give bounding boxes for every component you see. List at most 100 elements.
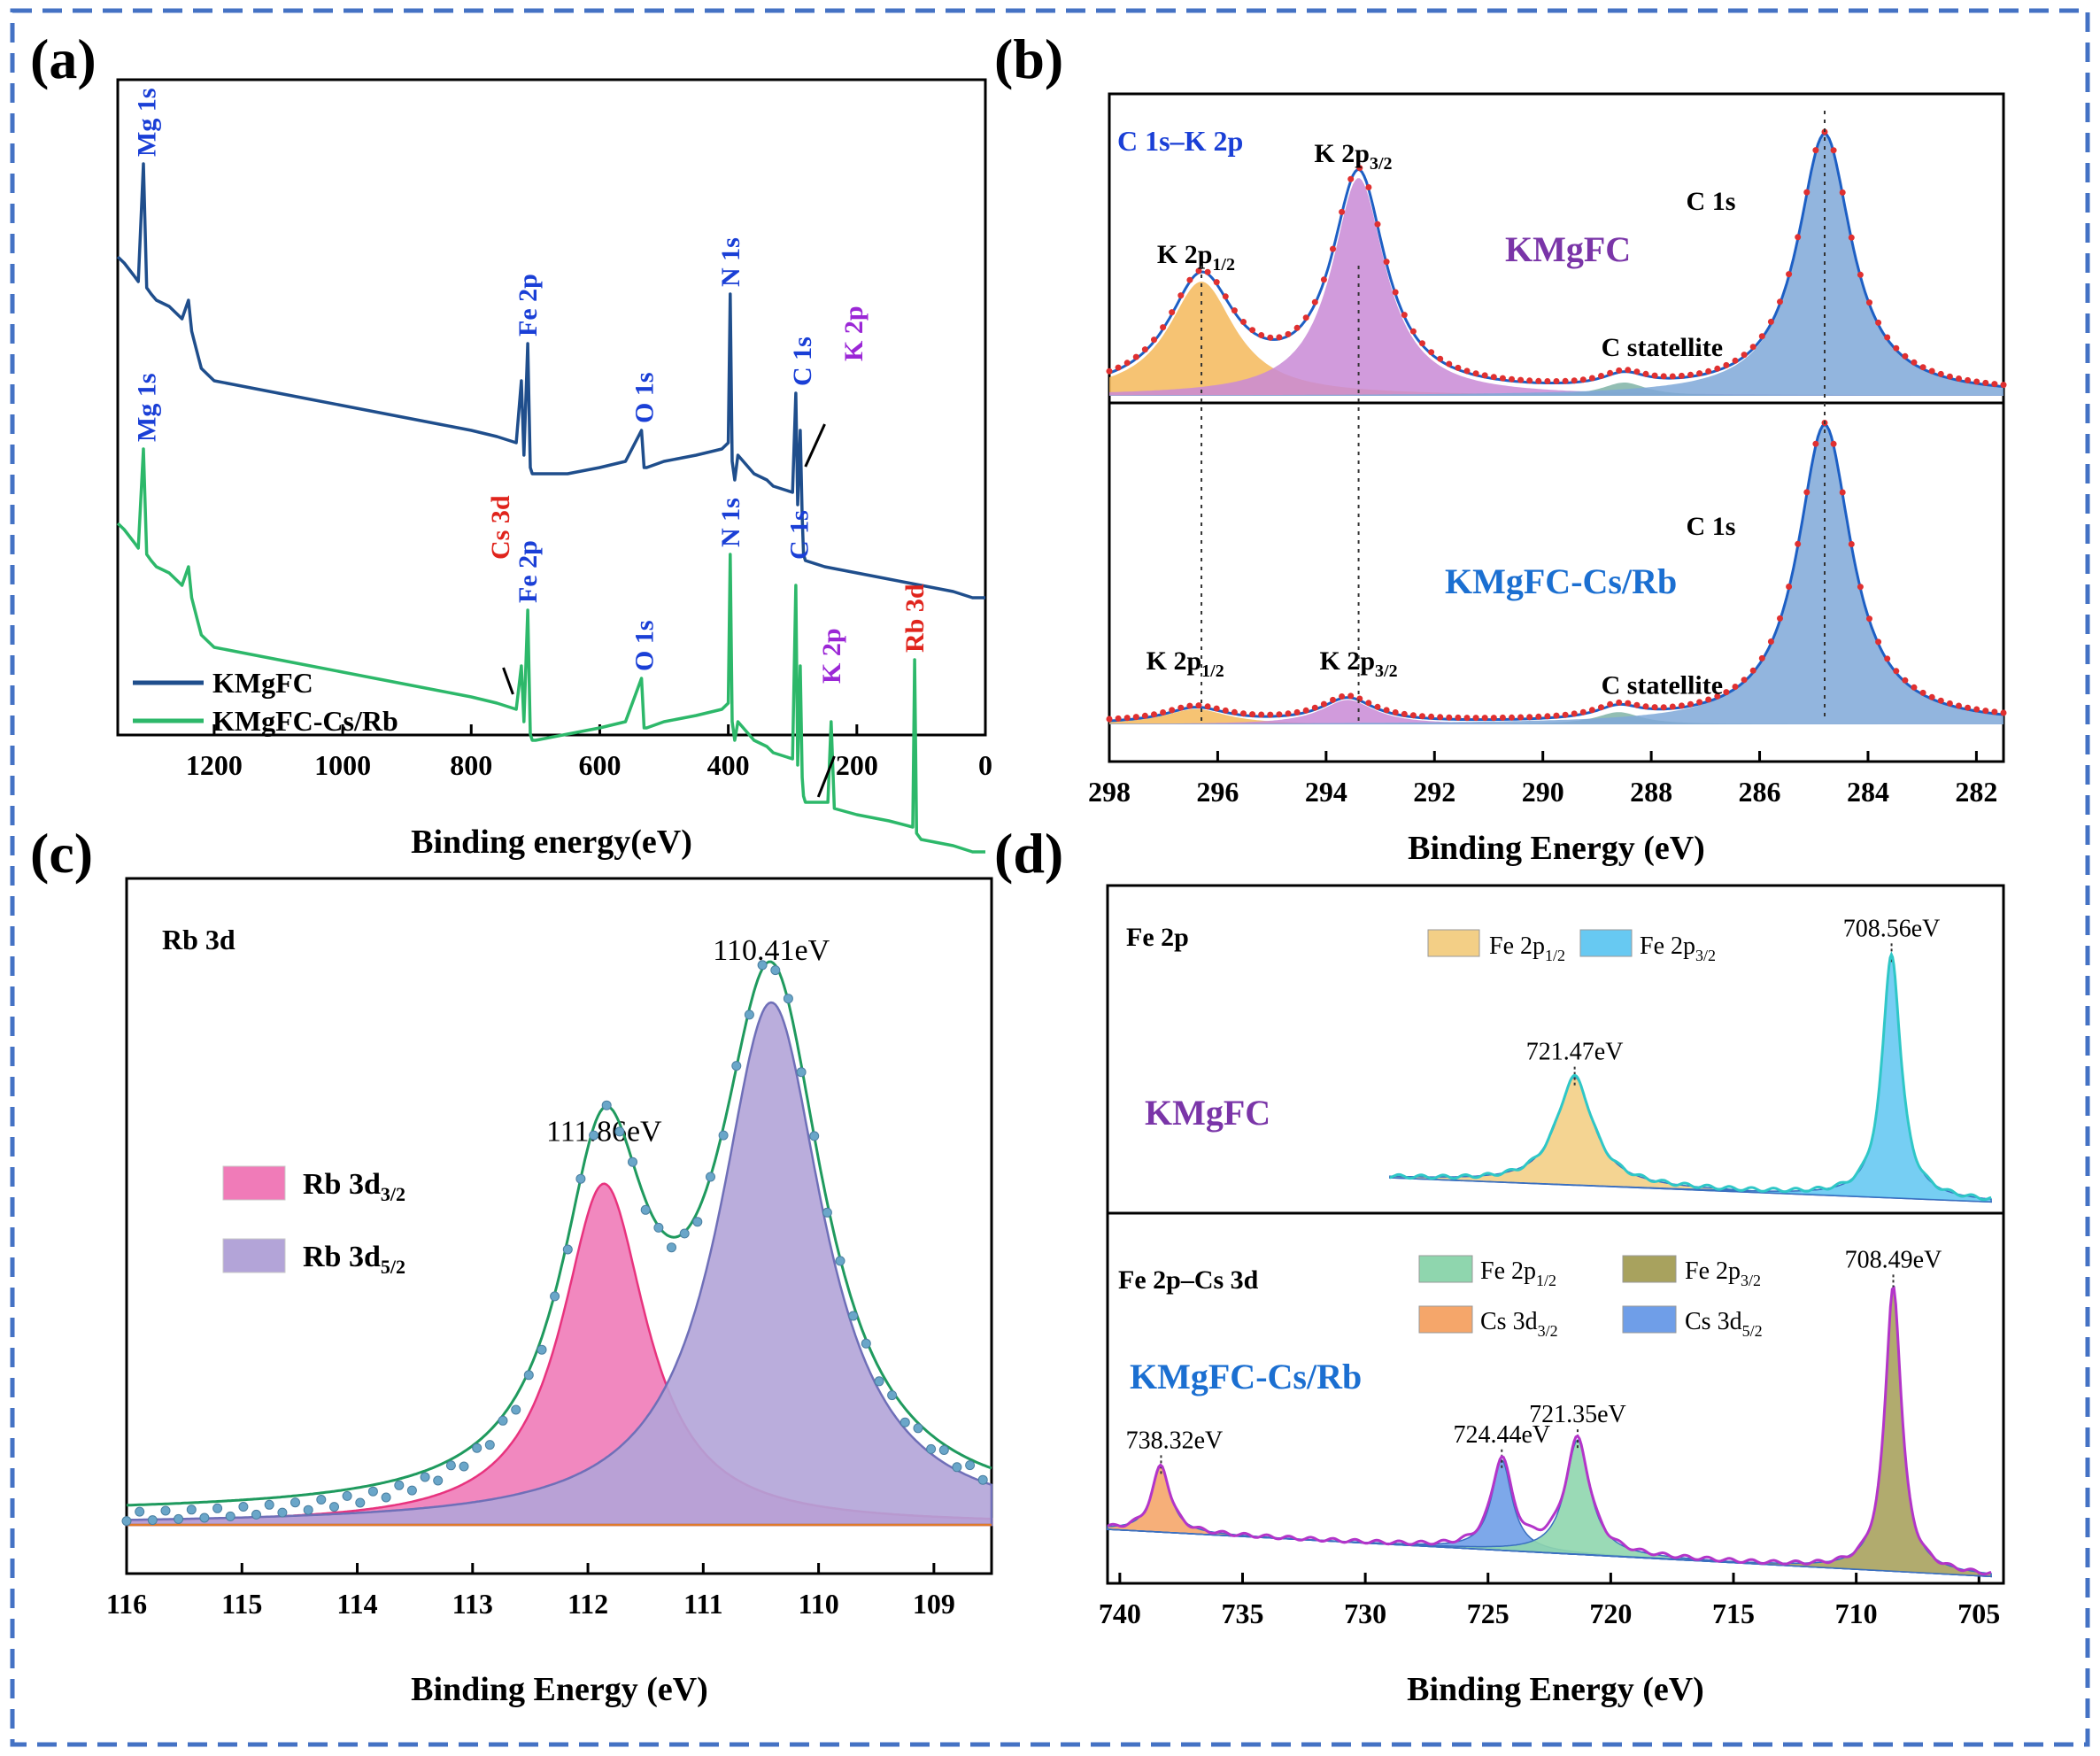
peak-annotation: N 1s xyxy=(716,237,745,287)
peak-fill-0-1 xyxy=(1109,178,2003,396)
data-point xyxy=(1356,165,1363,172)
data-point xyxy=(1875,319,1882,326)
data-point xyxy=(1481,715,1488,722)
data-point xyxy=(1285,330,1292,337)
peak-value-label: 708.49eV xyxy=(1845,1246,1942,1273)
data-point xyxy=(186,1505,197,1515)
legend-label-cs3d32-bottom: Cs 3d3/2 xyxy=(1480,1308,1558,1340)
data-point xyxy=(1472,715,1479,722)
data-point xyxy=(1937,370,1944,377)
peak-annotation: Cs 3d xyxy=(486,495,515,560)
data-point xyxy=(1258,711,1265,718)
data-point xyxy=(1919,364,1926,371)
data-point xyxy=(1409,712,1417,719)
data-point xyxy=(1714,692,1721,700)
data-point xyxy=(1330,245,1336,252)
data-point xyxy=(225,1511,235,1521)
data-point xyxy=(1893,668,1900,675)
data-point xyxy=(640,1204,651,1215)
panel-a-axes xyxy=(116,78,987,737)
data-point xyxy=(1598,373,1604,379)
x-tick-label: 115 xyxy=(221,1588,262,1620)
data-point xyxy=(1339,208,1346,215)
data-point xyxy=(1302,314,1309,321)
data-point xyxy=(1884,334,1891,341)
data-point xyxy=(1607,369,1614,376)
data-point xyxy=(1848,541,1855,547)
data-point xyxy=(264,1499,274,1510)
data-point xyxy=(1106,367,1113,375)
data-point xyxy=(899,1417,910,1427)
data-point xyxy=(212,1503,223,1513)
peak-label: K 2p1/2 xyxy=(1147,646,1224,681)
legend-swatch-rb3d32 xyxy=(222,1165,286,1201)
panel-d-legend-bottom: Fe 2p1/2 Fe 2p3/2 Cs 3d3/2 Cs 3d5/2 xyxy=(1418,1255,1763,1340)
peak-fill-1 xyxy=(125,1001,993,1527)
x-tick-label: 110 xyxy=(798,1588,838,1620)
data-point xyxy=(1786,271,1793,278)
x-tick-label: 1200 xyxy=(186,749,243,781)
peak-fill-1-0 xyxy=(1109,708,2003,724)
data-point xyxy=(1392,709,1399,716)
legend-label-fe2p12-bottom: Fe 2p1/2 xyxy=(1480,1257,1556,1289)
data-point xyxy=(1132,353,1139,360)
x-tick-label: 114 xyxy=(336,1588,377,1620)
data-point xyxy=(1812,147,1819,154)
data-point xyxy=(1714,365,1721,372)
data-point xyxy=(1965,704,1972,711)
data-point xyxy=(1383,707,1390,714)
legend-label-kmgfc: KMgFC xyxy=(212,667,313,699)
data-point xyxy=(1705,696,1712,703)
data-point xyxy=(1973,378,1980,385)
data-point xyxy=(1186,276,1193,283)
x-tick-label: 800 xyxy=(450,749,492,781)
data-point xyxy=(1866,615,1872,623)
panel-a-legend: KMgFC KMgFC-Cs/Rb xyxy=(133,667,398,737)
data-point xyxy=(1347,175,1355,182)
data-point xyxy=(1651,372,1658,379)
x-tick-label: 720 xyxy=(1589,1597,1632,1629)
data-point xyxy=(1884,655,1891,662)
legend-swatch-fe2p12-top xyxy=(1427,929,1480,957)
x-tick-label: 730 xyxy=(1344,1597,1386,1629)
data-point xyxy=(1687,371,1694,378)
data-point xyxy=(1374,220,1381,228)
data-point xyxy=(1588,375,1595,382)
data-point xyxy=(1911,359,1918,366)
data-point xyxy=(355,1497,366,1508)
data-point xyxy=(1419,340,1425,347)
panel-b-sample-kmgfc-csrb: KMgFC-Cs/Rb xyxy=(1445,561,1677,601)
data-point xyxy=(1141,712,1148,719)
panel-d-legend-top: Fe 2p1/2 Fe 2p3/2 xyxy=(1427,929,1716,964)
data-point xyxy=(1633,368,1641,375)
x-tick-label: 710 xyxy=(1835,1597,1878,1629)
data-point xyxy=(1973,706,1980,713)
data-point xyxy=(1339,693,1346,700)
data-point xyxy=(394,1480,405,1490)
data-point xyxy=(1240,710,1247,717)
data-point xyxy=(822,1207,832,1218)
data-point xyxy=(1705,367,1712,375)
data-point xyxy=(484,1440,495,1450)
panel-d-sample-top: KMgFC xyxy=(1145,1093,1270,1133)
arrow-cs3d xyxy=(502,667,514,695)
peak-annotation: K 2p xyxy=(839,306,869,361)
data-point xyxy=(1446,360,1453,367)
peak-value-label: 111.86eV xyxy=(546,1116,662,1149)
peak-annotation: Rb 3d xyxy=(900,584,930,653)
panel-a-label: (a) xyxy=(30,27,97,90)
legend-label-rb3d32: Rb 3d3/2 xyxy=(303,1168,405,1205)
data-point xyxy=(1928,693,1935,700)
data-point xyxy=(1437,355,1444,362)
x-tick-label: 1000 xyxy=(314,749,371,781)
data-point xyxy=(1249,327,1256,334)
data-point xyxy=(835,1256,845,1266)
data-point xyxy=(1579,376,1587,383)
data-point xyxy=(1946,700,1953,707)
data-point xyxy=(406,1485,417,1496)
legend-swatch-cs3d32-bottom xyxy=(1418,1305,1473,1334)
data-point xyxy=(135,1506,145,1517)
data-point xyxy=(692,1217,703,1227)
data-point xyxy=(1857,271,1864,278)
panel-b-sample-kmgfc: KMgFC xyxy=(1505,229,1631,269)
